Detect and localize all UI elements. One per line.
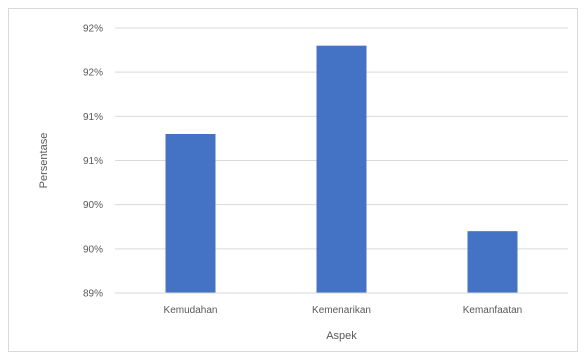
bar-kemenarikan bbox=[316, 45, 367, 293]
y-axis-ticks: 89% 90% 90% 91% 91% 92% 92% bbox=[83, 24, 103, 300]
y-tick-label: 91% bbox=[83, 156, 103, 167]
chart-frame bbox=[8, 8, 578, 352]
y-tick-label: 92% bbox=[83, 68, 103, 79]
y-tick-label: 92% bbox=[83, 24, 103, 35]
x-axis-ticks: Kemudahan Kemenarikan Kemanfaatan bbox=[164, 305, 523, 316]
x-tick-label: Kemanfaatan bbox=[463, 305, 523, 316]
x-tick-label: Kemenarikan bbox=[312, 305, 371, 316]
bar-kemanfaatan bbox=[467, 231, 518, 293]
bars bbox=[165, 45, 518, 293]
x-axis-title: Aspek bbox=[326, 330, 357, 342]
y-tick-label: 89% bbox=[83, 289, 103, 300]
y-tick-label: 90% bbox=[83, 244, 103, 255]
y-tick-label: 90% bbox=[83, 200, 103, 211]
y-tick-label: 91% bbox=[83, 112, 103, 123]
x-tick-label: Kemudahan bbox=[164, 305, 218, 316]
bar-kemudahan bbox=[165, 134, 216, 293]
y-axis-title: Persentase bbox=[38, 133, 50, 189]
